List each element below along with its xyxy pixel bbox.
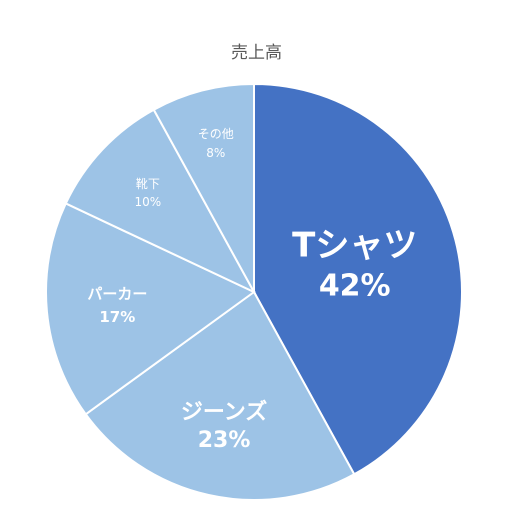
slice-label-1: Tシャツ (292, 226, 417, 266)
slice-label-5: その他 (198, 127, 234, 141)
slice-value-label-5: 8% (206, 146, 225, 160)
pie-slice-2 (84, 290, 356, 501)
slice-value-label-2: 23% (198, 428, 251, 453)
pie-slice-5 (152, 82, 255, 293)
slice-label-4: 靴下 (136, 177, 160, 191)
chart-title: 売上高 (231, 43, 282, 63)
slice-label-3: パーカー (87, 285, 147, 303)
pie-slice-4 (64, 108, 257, 295)
pie-slice-1 (253, 82, 463, 476)
slice-label-2: ジーンズ (181, 399, 267, 425)
slice-value-label-1: 42% (319, 269, 391, 304)
slice-value-label-4: 10% (135, 195, 162, 209)
slice-value-label-3: 17% (99, 308, 135, 326)
pie-slice-3 (45, 202, 256, 416)
